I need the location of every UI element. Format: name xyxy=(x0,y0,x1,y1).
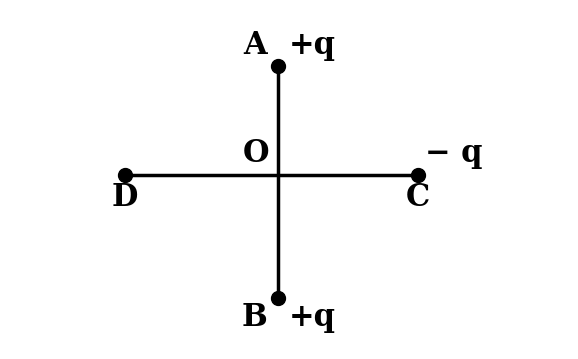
Text: A: A xyxy=(243,30,267,61)
Text: O: O xyxy=(243,137,269,169)
Text: D: D xyxy=(112,182,138,213)
Text: − q: − q xyxy=(425,137,482,169)
Text: +q: +q xyxy=(289,302,336,333)
Point xyxy=(273,295,283,300)
Point xyxy=(273,63,283,69)
Point xyxy=(413,172,423,178)
Text: B: B xyxy=(242,302,267,333)
Text: C: C xyxy=(406,182,430,213)
Text: +q: +q xyxy=(289,30,336,61)
Point xyxy=(120,172,129,178)
